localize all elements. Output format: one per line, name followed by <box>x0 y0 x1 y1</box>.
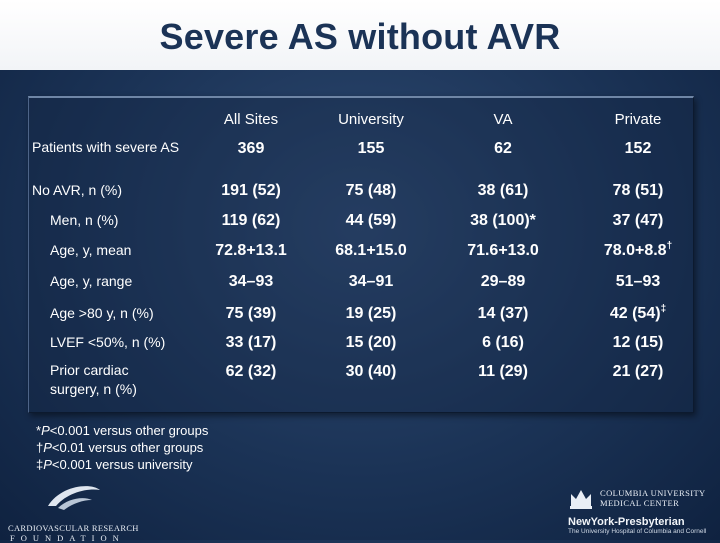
table-cell: 369 <box>237 140 265 157</box>
cell-value: 42 (54) <box>609 305 661 322</box>
table-cell: 44 (59) <box>345 212 397 229</box>
table-cell: 34–91 <box>348 273 394 290</box>
table-cell: 62 (32) <box>225 363 277 380</box>
footnote: *P<0.001 versus other groups <box>36 423 209 438</box>
table-cell: 15 (20) <box>345 334 397 351</box>
row-label-lvef: LVEF <50%, n (%) <box>50 334 166 350</box>
title-band <box>0 0 720 70</box>
table-cell: 30 (40) <box>345 363 397 380</box>
table-cell: 21 (27) <box>612 363 664 380</box>
table-cell-with-footnote: 78.0+8.8† <box>573 240 703 260</box>
crf-name-line2: FOUNDATION <box>10 533 125 543</box>
footnote: ‡P<0.001 versus university <box>36 457 193 472</box>
table-cell: 71.6+13.0 <box>467 242 539 259</box>
row-label-men: Men, n (%) <box>50 212 119 228</box>
row-label-patients: Patients with severe AS <box>32 139 180 155</box>
crf-swoosh-icon <box>48 486 100 510</box>
table-cell: 19 (25) <box>345 305 397 322</box>
row-label-age-range: Age, y, range <box>50 273 133 289</box>
footnote: †P<0.01 versus other groups <box>36 440 204 455</box>
row-label-age-over-80: Age >80 y, n (%) <box>50 305 154 321</box>
crf-logo: CARDIOVASCULAR RESEARCH FOUNDATION <box>8 484 139 543</box>
table-cell: 33 (17) <box>225 334 277 351</box>
table-cell: 152 <box>624 140 652 157</box>
table-cell: 119 (62) <box>221 212 281 229</box>
columbia-line1: COLUMBIA UNIVERSITY <box>600 488 706 498</box>
table-cell: 29–89 <box>480 273 526 290</box>
col-header-all-sites: All Sites <box>223 111 279 128</box>
footnotes: *P<0.001 versus other groups †P<0.01 ver… <box>36 422 208 473</box>
col-header-va: VA <box>493 111 513 128</box>
footnote-mark: ‡ <box>660 303 667 315</box>
columbia-line2: MEDICAL CENTER <box>600 498 680 508</box>
table-cell: 62 <box>494 140 512 157</box>
table-panel <box>28 96 694 413</box>
table-cell: 68.1+15.0 <box>335 242 407 259</box>
col-header-private: Private <box>614 111 662 128</box>
table-cell: 155 <box>357 140 385 157</box>
table-cell: 191 (52) <box>221 182 281 199</box>
table-cell: 34–93 <box>228 273 274 290</box>
col-header-university: University <box>338 111 404 128</box>
table-cell: 12 (15) <box>612 334 664 351</box>
table-cell: 14 (37) <box>477 305 529 322</box>
table-cell: 51–93 <box>615 273 661 290</box>
row-label-age-mean: Age, y, mean <box>50 242 132 258</box>
nyp-name: NewYork-Presbyterian <box>568 516 685 528</box>
cell-value: 78.0+8.8 <box>603 242 667 259</box>
row-label-no-avr: No AVR, n (%) <box>32 182 122 198</box>
nyp-tagline: The University Hospital of Columbia and … <box>568 528 707 535</box>
table-cell: 11 (29) <box>478 363 528 380</box>
table-cell: 72.8+13.1 <box>215 242 287 259</box>
crf-name-line1: CARDIOVASCULAR RESEARCH <box>8 523 139 533</box>
row-label-prior-surgery: Prior cardiac surgery, n (%) <box>50 362 137 397</box>
table-cell: 38 (100)* <box>470 212 536 229</box>
slide-title: Severe AS without AVR <box>159 16 561 57</box>
table-cell: 37 (47) <box>612 212 664 229</box>
columbia-nyp-logo: COLUMBIA UNIVERSITY MEDICAL CENTER NewYo… <box>568 486 706 535</box>
table-cell-with-footnote: 42 (54)‡ <box>573 303 703 323</box>
crown-icon <box>570 490 592 509</box>
table-cell: 38 (61) <box>477 182 529 199</box>
table-cell: 6 (16) <box>482 334 524 351</box>
table-cell: 78 (51) <box>612 182 664 199</box>
footnote-mark: † <box>666 240 673 252</box>
table-cell: 75 (48) <box>345 182 397 199</box>
table-cell: 75 (39) <box>225 305 277 322</box>
